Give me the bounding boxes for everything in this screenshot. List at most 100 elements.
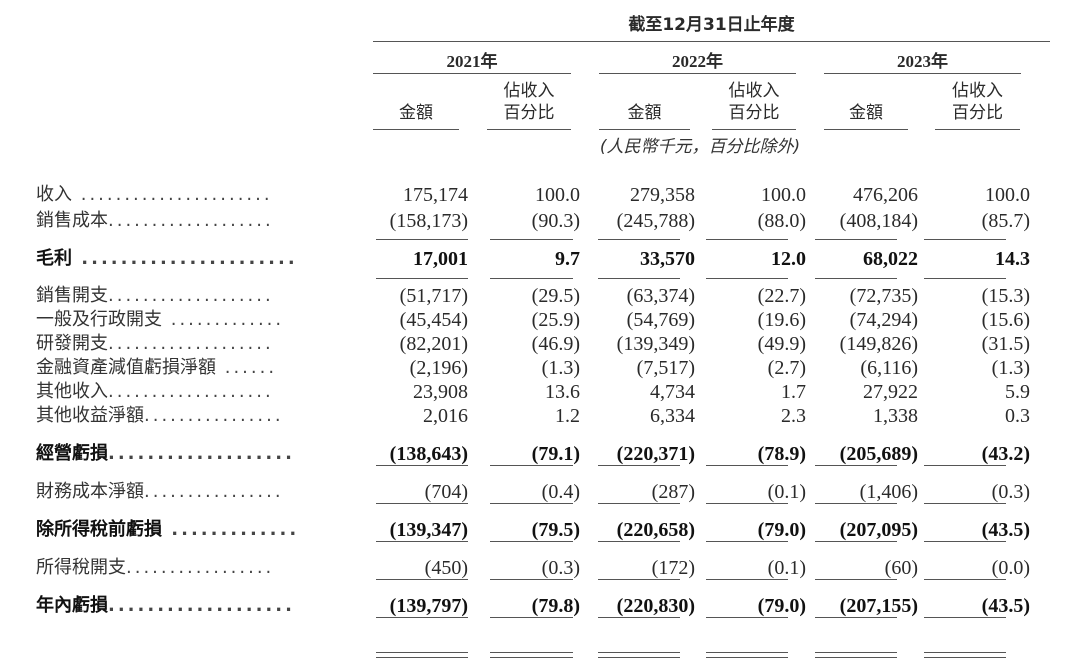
colhdr-rule (599, 129, 690, 130)
cell-pct-2021: (90.3) (531, 210, 580, 232)
rule (490, 465, 573, 466)
cell-pct-2023: (0.0) (991, 557, 1030, 579)
cell-amount-2022: (287) (651, 481, 695, 503)
cell-pct-2022: (88.0) (757, 210, 806, 232)
rule (490, 503, 573, 504)
double-rule (376, 657, 468, 658)
leader-dots: ...................... (72, 184, 273, 205)
rule (815, 617, 897, 618)
rule (815, 503, 897, 504)
table-row-income-tax: 所得稅開支................. (450) (0.3) (172)… (0, 556, 1080, 580)
cell-pct-2021: (0.4) (541, 481, 580, 503)
table-row-admin-expenses: 一般及行政開支 ............. (45,454) (25.9) (5… (0, 308, 1080, 332)
rule (490, 278, 573, 279)
cell-amount-2023: (60) (884, 557, 918, 579)
rule (598, 541, 680, 542)
leader-dots: ................... (108, 210, 274, 231)
col-header-pct-line1: 佔收入 (503, 81, 555, 101)
cell-amount-2022: (245,788) (616, 210, 695, 232)
cell-amount-2023: 476,206 (853, 184, 918, 206)
cell-amount-2023: (6,116) (860, 357, 918, 379)
rule (815, 278, 897, 279)
cell-amount-2021: (139,347) (389, 519, 468, 541)
double-rule (924, 657, 1006, 658)
cell-pct-2022: 1.7 (781, 381, 806, 403)
double-rule (598, 652, 680, 653)
rule (815, 239, 897, 240)
colhdr-rule (487, 129, 571, 130)
cell-amount-2021: 2,016 (423, 405, 468, 427)
leader-dots: ................... (108, 381, 274, 402)
cell-amount-2021: 23,908 (413, 381, 468, 403)
cell-amount-2022: 6,334 (650, 405, 695, 427)
cell-amount-2022: (139,349) (616, 333, 695, 355)
row-label: 除所得稅前虧損 (36, 519, 162, 540)
cell-amount-2021: (82,201) (399, 333, 468, 355)
leader-dots: ................ (144, 481, 284, 502)
header-rule-top (373, 41, 1050, 42)
cell-pct-2021: 100.0 (535, 184, 580, 206)
cell-amount-2021: (158,173) (389, 210, 468, 232)
double-rule (490, 652, 573, 653)
row-label: 銷售成本 (36, 210, 108, 231)
cell-amount-2022: (220,658) (616, 519, 695, 541)
cell-pct-2023: 14.3 (995, 248, 1030, 270)
double-rule (706, 652, 788, 653)
cell-pct-2023: (15.6) (981, 309, 1030, 331)
table-row-other-gains: 其他收益淨額................ 2,016 1.2 6,334 2… (0, 404, 1080, 428)
cell-pct-2021: (0.3) (541, 557, 580, 579)
row-label: 財務成本淨額 (36, 481, 144, 502)
cell-amount-2022: (172) (651, 557, 695, 579)
cell-amount-2021: (139,797) (389, 595, 468, 617)
table-row-cost-of-sales: 銷售成本................... (158,173) (90.3)… (0, 209, 1080, 233)
row-label: 銷售開支 (36, 285, 108, 306)
cell-pct-2022: (2.7) (767, 357, 806, 379)
cell-pct-2023: (31.5) (981, 333, 1030, 355)
leader-dots: ................... (108, 333, 274, 354)
cell-amount-2022: 33,570 (640, 248, 695, 270)
cell-pct-2022: (19.6) (757, 309, 806, 331)
cell-pct-2023: 100.0 (985, 184, 1030, 206)
double-rule (815, 652, 897, 653)
cell-pct-2022: 2.3 (781, 405, 806, 427)
leader-dots: ................. (126, 557, 275, 578)
cell-pct-2022: 12.0 (771, 248, 806, 270)
leader-dots: ............. (162, 519, 300, 540)
col-header-pct-line1: 佔收入 (728, 81, 780, 101)
cell-pct-2021: 9.7 (555, 248, 580, 270)
rule (490, 239, 573, 240)
row-label: 金融資產減值虧損淨額 (36, 357, 216, 378)
rule (706, 465, 788, 466)
cell-pct-2023: (85.7) (981, 210, 1030, 232)
rule (376, 579, 468, 580)
table-row-loss-before-tax: 除所得稅前虧損 ............. (139,347) (79.5) (… (0, 518, 1080, 542)
unit-note: (人民幣千元，百分比除外) (599, 137, 801, 157)
rule (706, 239, 788, 240)
cell-amount-2023: 1,338 (873, 405, 918, 427)
leader-dots: ...... (216, 357, 278, 378)
cell-pct-2021: (79.5) (531, 519, 580, 541)
table-row-finance-costs: 財務成本淨額................ (704) (0.4) (287)… (0, 480, 1080, 504)
row-label: 其他收入 (36, 381, 108, 402)
rule (924, 617, 1006, 618)
year-2021: 2021年 (446, 52, 498, 71)
cell-pct-2022: (0.1) (767, 557, 806, 579)
rule (706, 617, 788, 618)
year-2023: 2023年 (897, 52, 948, 71)
double-rule (706, 657, 788, 658)
double-rule (815, 657, 897, 658)
cell-amount-2023: (205,689) (839, 443, 918, 465)
rule (706, 278, 788, 279)
cell-pct-2023: (1.3) (991, 357, 1030, 379)
row-label: 其他收益淨額 (36, 405, 144, 426)
cell-amount-2022: (220,371) (616, 443, 695, 465)
rule (598, 278, 680, 279)
rule (490, 617, 573, 618)
rule (376, 541, 468, 542)
cell-amount-2023: (74,294) (849, 309, 918, 331)
rule (598, 617, 680, 618)
rule (815, 465, 897, 466)
table-row-impairment-losses: 金融資產減值虧損淨額 ...... (2,196) (1.3) (7,517) … (0, 356, 1080, 380)
cell-pct-2022: 100.0 (761, 184, 806, 206)
year-rule-2022 (599, 73, 796, 74)
